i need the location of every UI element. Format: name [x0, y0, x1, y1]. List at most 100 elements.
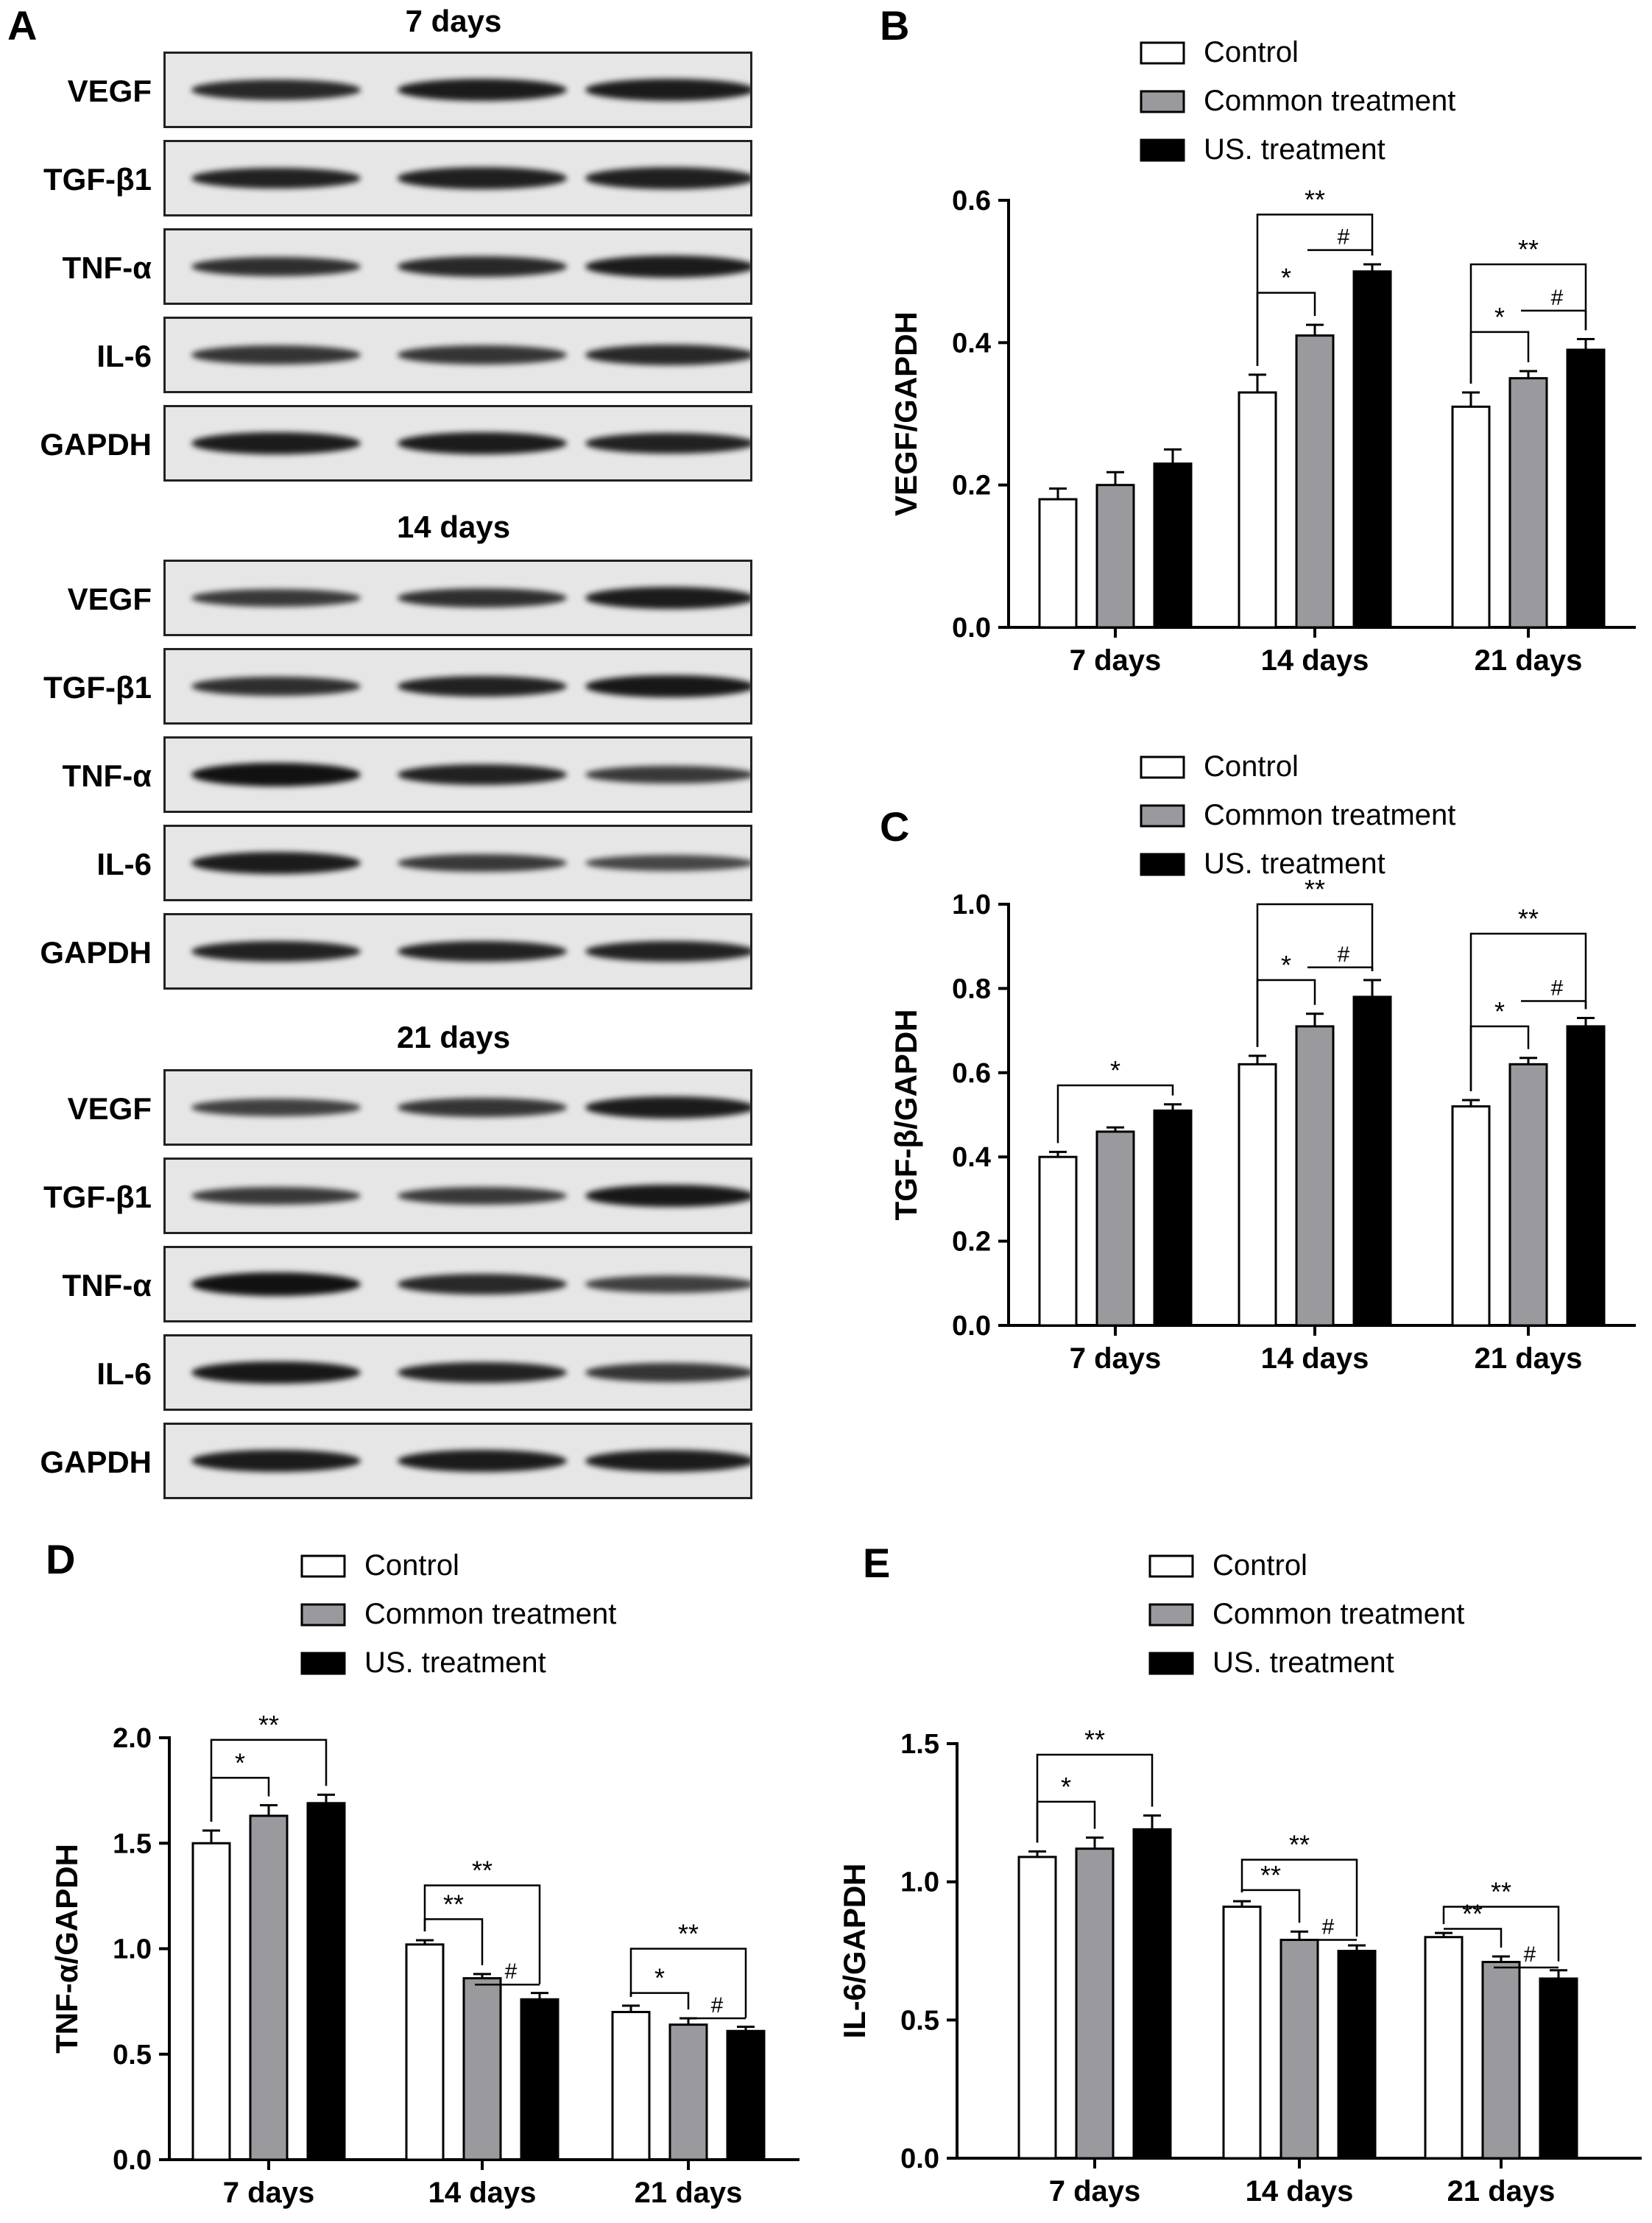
blot-strip — [163, 913, 752, 990]
x-tick-label: 14 days — [1261, 644, 1369, 677]
bar — [1566, 348, 1606, 629]
significance-bracket — [1444, 1928, 1503, 1948]
significance-label: # — [1551, 286, 1564, 310]
blot-band — [585, 256, 750, 278]
blot-strip — [163, 560, 752, 636]
blot-band — [191, 80, 361, 100]
y-axis-label: IL-6/GAPDH — [837, 1863, 872, 2038]
panel-letter-e: E — [863, 1540, 891, 1586]
significance-label: * — [1281, 263, 1291, 293]
bar — [1295, 1025, 1335, 1327]
blot-band — [398, 1098, 567, 1117]
significance-label: * — [1494, 996, 1505, 1026]
y-tick-label: 0.0 — [113, 2145, 152, 2176]
y-tick-label: 1.0 — [952, 889, 991, 920]
blot-band — [398, 1186, 567, 1205]
bar — [1238, 1063, 1277, 1327]
significance-label: * — [1061, 1772, 1071, 1802]
bar — [1132, 1828, 1172, 2160]
bar — [668, 2023, 708, 2161]
y-tick-label: 1.0 — [113, 1934, 152, 1965]
blot-title: 7 days — [405, 4, 502, 38]
significance-label: ** — [1518, 234, 1539, 264]
significance-bracket — [1469, 331, 1530, 384]
significance-label: # — [1524, 1942, 1536, 1967]
bar — [1238, 391, 1277, 629]
blot-strip — [163, 52, 752, 128]
panel-letter-b: B — [880, 2, 910, 49]
blot-band — [191, 676, 361, 697]
y-tick-label: 0.0 — [952, 1311, 991, 1342]
significance-label: ** — [678, 1919, 699, 1949]
legend-swatch — [300, 1603, 346, 1627]
significance-bracket — [1240, 1889, 1301, 1923]
blot-band — [585, 854, 750, 872]
legend-label: Control — [364, 1549, 459, 1582]
blot-band — [191, 1361, 361, 1384]
blot-strip — [163, 140, 752, 216]
significance-label: ** — [1289, 1830, 1310, 1860]
il6-bar-chart: Control Common treatment US. treatment 0.0 0… — [837, 1549, 1642, 2208]
significance-label: * — [235, 1747, 245, 1778]
legend-label: Common treatment — [1204, 85, 1455, 117]
bar — [1038, 1155, 1078, 1327]
x-tick-label: 7 days — [223, 2177, 315, 2209]
x-tick-label: 21 days — [1475, 1342, 1583, 1375]
y-tick-label: 0.0 — [952, 613, 991, 644]
significance-label: ** — [1084, 1725, 1105, 1755]
blot-band — [191, 940, 361, 962]
blot-band — [191, 1186, 361, 1205]
y-axis-label: VEGF/GAPDH — [889, 311, 923, 516]
blot-row-label: GAPDH — [40, 1445, 152, 1479]
bar — [1095, 484, 1135, 629]
bar — [1153, 1109, 1193, 1327]
x-tick-label: 21 days — [1475, 644, 1583, 677]
y-tick-label: 1.5 — [900, 1729, 939, 1760]
blot-band — [585, 587, 750, 609]
blot-row-label: IL-6 — [96, 847, 152, 881]
blot-row-label: GAPDH — [40, 427, 152, 462]
y-tick-label: 1.0 — [900, 1867, 939, 1898]
bar — [1508, 377, 1548, 629]
x-tick-label: 7 days — [1070, 644, 1162, 677]
bar — [1451, 405, 1491, 629]
tnf-bar-chart: Control Common treatment US. treatment 0.0 0… — [49, 1549, 799, 2209]
blot-band — [398, 167, 567, 189]
bar — [1481, 1961, 1521, 2160]
legend-swatch — [1140, 90, 1185, 113]
bar — [191, 1842, 231, 2161]
bar — [1095, 1130, 1135, 1327]
y-tick-label: 0.2 — [952, 471, 991, 501]
significance-bracket — [1469, 263, 1587, 384]
blot-band — [398, 675, 567, 697]
legend-swatch — [1140, 755, 1185, 779]
blot-row-label: TNF-α — [62, 250, 152, 285]
significance-label: ** — [1305, 874, 1325, 904]
y-tick-label: 2.0 — [113, 1723, 152, 1754]
significance-label: * — [654, 1963, 665, 1993]
bar — [1038, 498, 1078, 629]
legend-swatch — [1140, 804, 1185, 828]
x-tick-label: 14 days — [1246, 2175, 1354, 2208]
legend-swatch — [1140, 853, 1185, 876]
bar — [520, 1998, 560, 2161]
blot-band — [585, 765, 750, 784]
bar — [1222, 1905, 1262, 2160]
bar — [1352, 270, 1392, 629]
significance-bracket — [1056, 1084, 1174, 1144]
blot-band — [585, 1096, 750, 1118]
bar — [611, 2010, 651, 2161]
legend-label: Control — [1204, 750, 1299, 783]
significance-label: ** — [1462, 1898, 1483, 1928]
bar — [1539, 1977, 1578, 2160]
significance-label: # — [1551, 976, 1564, 1001]
blot-band — [585, 79, 750, 101]
legend-label: Common treatment — [364, 1598, 616, 1630]
blot-band — [585, 345, 750, 365]
blot-strip — [163, 825, 752, 901]
x-tick-label: 7 days — [1070, 1342, 1162, 1375]
x-tick-label: 14 days — [428, 2177, 537, 2209]
blot-strip — [163, 317, 752, 393]
blot-row-label: TGF-β1 — [43, 670, 152, 705]
significance-label: # — [1338, 943, 1350, 967]
